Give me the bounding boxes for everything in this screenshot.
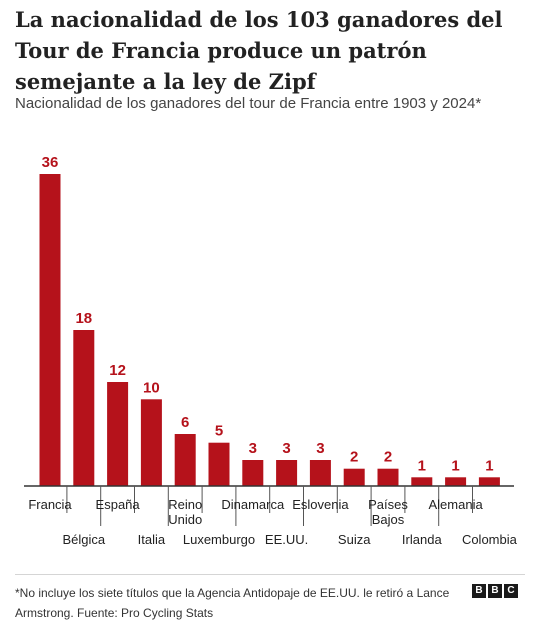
bar <box>39 174 61 486</box>
category-label-line: Suiza <box>338 532 371 547</box>
bar <box>309 460 331 486</box>
bar <box>242 460 264 486</box>
bar <box>73 330 95 486</box>
x-axis-category-label: Bélgica <box>62 532 105 547</box>
category-label-line: Francia <box>28 497 72 512</box>
bar <box>343 468 365 486</box>
bar <box>276 460 298 486</box>
bar-value-label: 18 <box>75 310 92 327</box>
bbc-logo: B B C <box>472 584 518 598</box>
category-label-line: Bélgica <box>62 532 105 547</box>
bar <box>445 477 467 486</box>
category-label-line: Irlanda <box>402 532 443 547</box>
x-axis-category-label: Suiza <box>338 532 371 547</box>
x-axis-category-label: Francia <box>28 497 72 512</box>
chart-subtitle: Nacionalidad de los ganadores del tour d… <box>15 95 482 112</box>
footer-divider <box>15 574 525 575</box>
category-label-line: Alemania <box>428 497 483 512</box>
bar-value-label: 1 <box>418 457 426 474</box>
bar <box>478 477 500 486</box>
bar-value-label: 12 <box>109 362 126 379</box>
x-axis-category-label: EE.UU. <box>265 532 308 547</box>
bar-value-label: 5 <box>215 423 223 440</box>
x-axis-category-label: Reino Unido <box>168 497 202 527</box>
bar <box>208 442 230 486</box>
category-label-line: Unido <box>168 512 202 527</box>
x-axis-category-label: Italia <box>138 532 166 547</box>
bbc-logo-letter: C <box>504 584 518 598</box>
category-label-line: Luxemburgo <box>183 532 255 547</box>
bar-value-label: 6 <box>181 414 189 431</box>
bar <box>174 434 196 486</box>
bar-value-label: 10 <box>143 379 160 396</box>
category-label-line: Bajos <box>372 512 405 527</box>
bar-value-label: 3 <box>316 440 324 457</box>
chart-title: La nacionalidad de los 103 ganadores del… <box>15 7 503 94</box>
bar-chart: 36 18 12 10 6 5 3 3 3 2 2 1 1 1 Francia Bélgica España It… <box>24 154 518 547</box>
footnote: *No incluye los siete títulos que la Age… <box>15 586 450 620</box>
category-label-line: Eslovenia <box>292 497 349 512</box>
bbc-logo-letter: B <box>488 584 502 598</box>
category-label-line: Reino <box>168 497 202 512</box>
bar <box>411 477 433 486</box>
category-label-line: Países <box>368 497 408 512</box>
x-axis-category-label: Eslovenia <box>292 497 349 512</box>
bar <box>377 468 399 486</box>
category-label-line: Colombia <box>462 532 518 547</box>
category-label-line: España <box>96 497 141 512</box>
bar-value-label: 3 <box>282 440 290 457</box>
bar <box>140 399 162 486</box>
bar-value-label: 36 <box>42 154 59 171</box>
category-label-line: Italia <box>138 532 166 547</box>
bar-value-label: 2 <box>350 449 358 466</box>
category-label-line: Dinamarca <box>221 497 285 512</box>
bar-value-label: 2 <box>384 449 392 466</box>
x-axis-category-label: Irlanda <box>402 532 443 547</box>
x-axis-category-label: Luxemburgo <box>183 532 255 547</box>
x-axis-category-label: Alemania <box>428 497 483 512</box>
x-axis-category-label: Colombia <box>462 532 518 547</box>
bar-value-label: 1 <box>485 457 493 474</box>
x-axis-category-label: España <box>96 497 141 512</box>
x-axis-category-label: Dinamarca <box>221 497 285 512</box>
bar-value-label: 3 <box>249 440 257 457</box>
x-axis-category-label: Países Bajos <box>368 497 408 527</box>
bar <box>107 382 129 486</box>
category-label-line: EE.UU. <box>265 532 308 547</box>
bbc-logo-letter: B <box>472 584 486 598</box>
bar-value-label: 1 <box>451 457 459 474</box>
